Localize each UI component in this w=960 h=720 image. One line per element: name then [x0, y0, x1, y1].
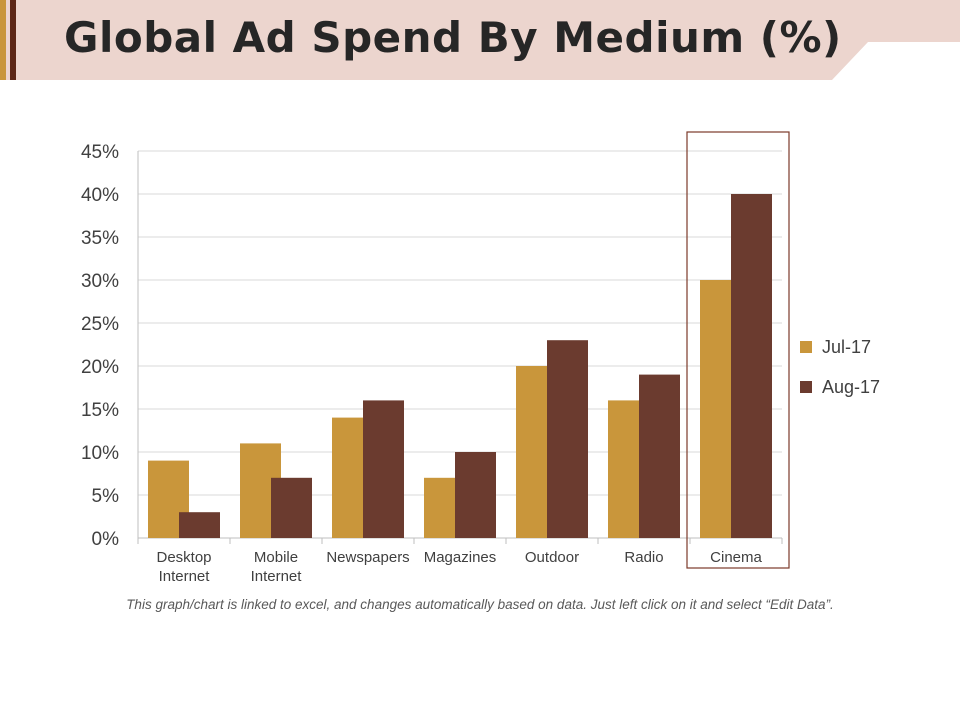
- y-tick-label: 10%: [81, 443, 119, 464]
- chart-legend: Jul-17 Aug-17: [800, 327, 880, 407]
- legend-swatch: [800, 341, 812, 353]
- y-tick-label: 0%: [92, 529, 120, 550]
- legend-item: Aug-17: [800, 367, 880, 407]
- x-tick-label: Mobile: [254, 549, 298, 566]
- y-tick-label: 35%: [81, 228, 119, 249]
- x-tick-label: Radio: [624, 549, 663, 566]
- bar-aug-17-newspapers[interactable]: [363, 400, 404, 538]
- y-tick-label: 30%: [81, 271, 119, 292]
- bar-aug-17-desktop-internet[interactable]: [179, 512, 220, 538]
- slide-title: Global Ad Spend By Medium (%): [64, 13, 842, 62]
- y-tick-label: 25%: [81, 314, 119, 335]
- legend-label: Aug-17: [822, 376, 881, 397]
- x-tick-label: Internet: [159, 568, 211, 585]
- footnote: This graph/chart is linked to excel, and…: [126, 597, 834, 612]
- highlight-box: [686, 131, 790, 569]
- title-banner: Global Ad Spend By Medium (%): [0, 0, 960, 80]
- x-tick-label: Newspapers: [326, 549, 409, 566]
- x-tick-label: Outdoor: [525, 549, 579, 566]
- bar-aug-17-cinema[interactable]: [731, 194, 772, 538]
- bar-chart[interactable]: 0% 5% 10% 15% 20% 25% 30% 35% 40% 45% Desktop Inter…: [0, 0, 960, 600]
- y-tick-label: 40%: [81, 185, 119, 206]
- x-tick-label: Cinema: [710, 549, 762, 566]
- bar-aug-17-outdoor[interactable]: [547, 340, 588, 538]
- legend-label: Jul-17: [822, 336, 872, 357]
- bar-aug-17-mobile-internet[interactable]: [271, 477, 312, 538]
- x-tick-label: Desktop: [156, 549, 211, 566]
- title-banner-shape: [0, 0, 960, 80]
- bar-aug-17-radio[interactable]: [639, 374, 680, 538]
- x-tick-label: Magazines: [424, 549, 497, 566]
- y-tick-label: 5%: [92, 486, 120, 507]
- legend-item: Jul-17: [800, 327, 880, 367]
- y-tick-label: 15%: [81, 400, 119, 421]
- y-tick-label: 20%: [81, 357, 119, 378]
- x-tick-label: Internet: [251, 568, 303, 585]
- y-tick-label: 45%: [81, 142, 119, 163]
- bar-aug-17-magazines[interactable]: [455, 452, 496, 538]
- legend-swatch: [800, 381, 812, 393]
